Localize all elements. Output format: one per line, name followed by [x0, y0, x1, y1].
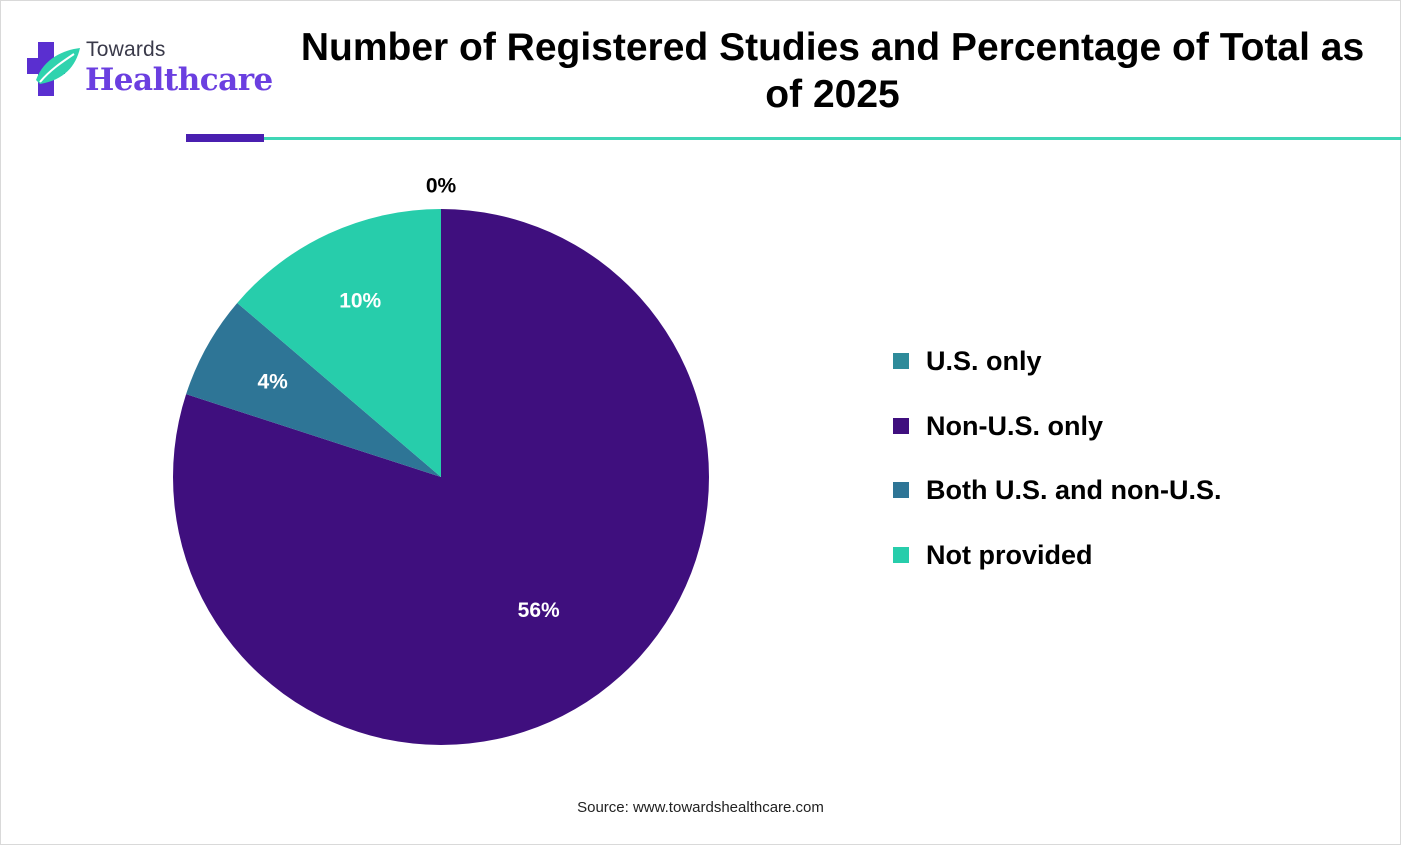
- pie-slice-both-u-s-and-non-u-s: [186, 302, 441, 477]
- title-accent-bar: [186, 134, 264, 142]
- pie-slice-not-provided: [237, 209, 441, 477]
- data-label-non-u-s-only: 56%: [518, 599, 560, 622]
- legend-swatch-non-us-only: [893, 417, 909, 434]
- data-label-both-u-s-and-non-u-s: 4%: [257, 370, 288, 393]
- brand-logo: Towards Healthcare: [26, 38, 273, 102]
- data-label-not-provided: 10%: [339, 289, 381, 312]
- source-note: Source: www.towardshealthcare.com: [577, 799, 824, 816]
- legend-label-both: Both U.S. and non-U.S.: [926, 475, 1222, 505]
- brand-healthcare: Healthcare: [85, 62, 273, 98]
- legend-swatch-both: [893, 482, 909, 498]
- title-divider: [264, 137, 1401, 140]
- legend-swatch-us-only: [893, 353, 909, 369]
- medical-cross-leaf-icon: [27, 42, 80, 96]
- data-label-u-s-only: 0%: [426, 175, 457, 198]
- legend-label-us-only: U.S. only: [926, 346, 1042, 376]
- brand-towards: Towards: [86, 38, 166, 61]
- legend-swatch-not-provided: [893, 546, 909, 563]
- legend-label-non-us-only: Non-U.S. only: [926, 410, 1103, 441]
- chart-title: Number of Registered Studies and Percent…: [300, 26, 1365, 116]
- legend-label-not-provided: Not provided: [926, 539, 1093, 570]
